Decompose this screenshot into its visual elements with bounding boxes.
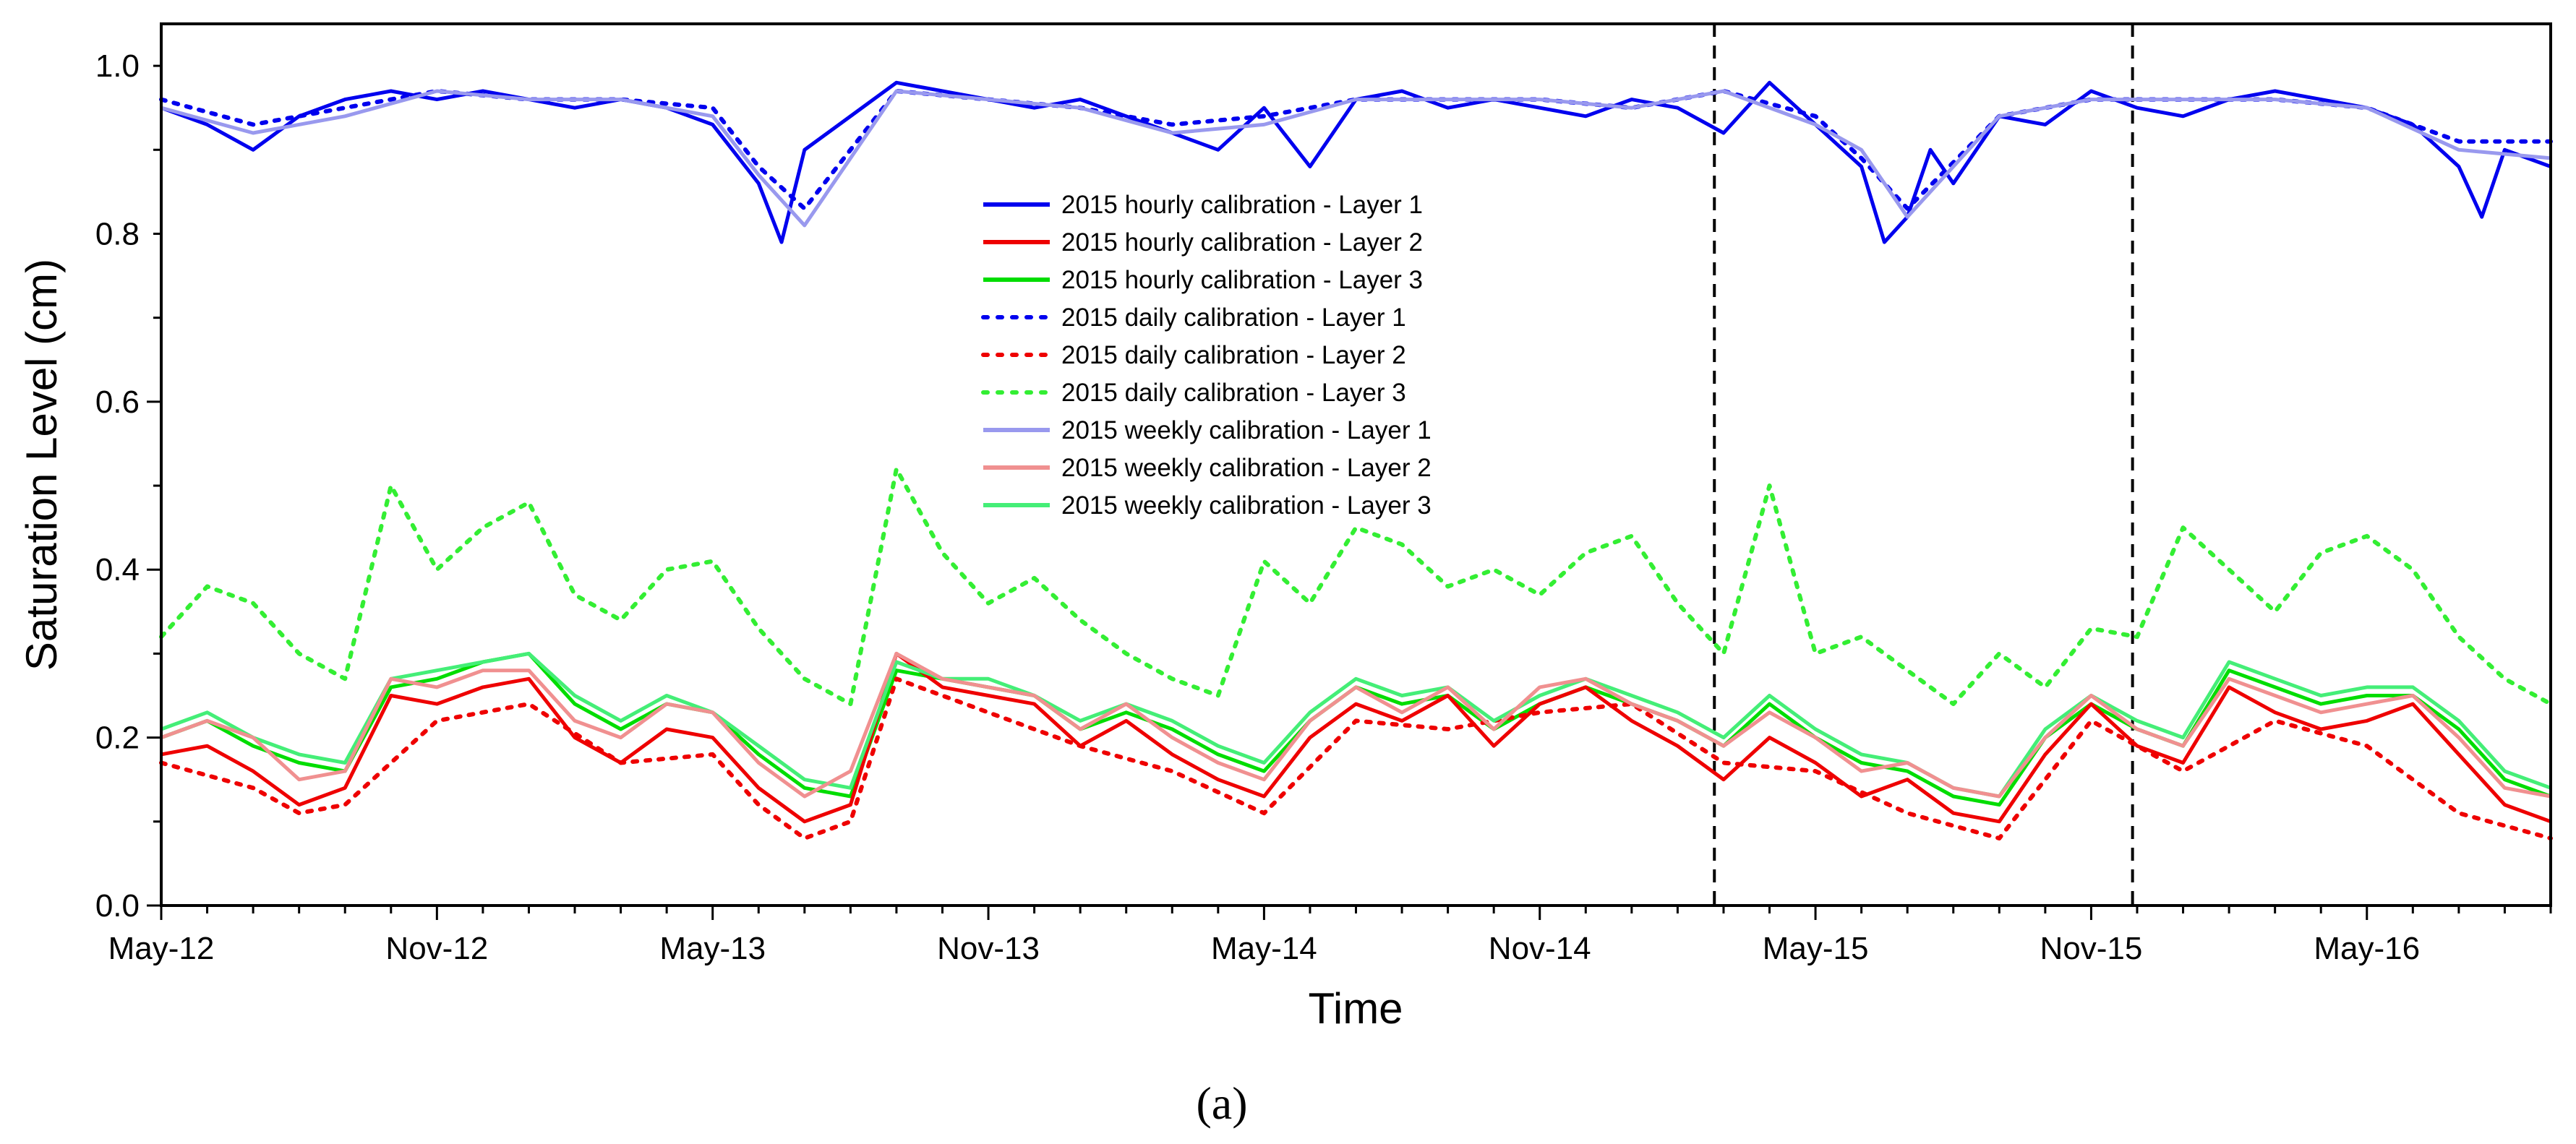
series-line-8: [161, 651, 2551, 799]
series-line-7: [161, 89, 2551, 228]
legend-label-3: 2015 hourly calibration - Layer 3: [1061, 266, 1423, 294]
x-axis-title: Time: [1308, 984, 1403, 1033]
figure-caption: (a): [1196, 1078, 1247, 1129]
legend-label-6: 2015 daily calibration - Layer 3: [1061, 379, 1406, 407]
legend-label-4: 2015 daily calibration - Layer 1: [1061, 304, 1406, 332]
x-tick-label: May-14: [1211, 931, 1317, 966]
legend-label-8: 2015 weekly calibration - Layer 2: [1061, 454, 1432, 482]
series-line-1: [161, 80, 2551, 244]
legend-label-5: 2015 daily calibration - Layer 2: [1061, 341, 1406, 369]
series-line-9: [161, 651, 2551, 799]
x-tick-label: Nov-12: [385, 931, 488, 966]
x-tick-label: May-12: [108, 931, 215, 966]
x-axis-ticks: May-12 Nov-12 May-13 Nov-13 May-14 Nov-14 May-…: [108, 906, 2552, 966]
x-tick-label: May-15: [1763, 931, 1869, 966]
series-group: [159, 80, 2553, 840]
plot-area: [161, 24, 2551, 906]
x-tick-label: Nov-13: [937, 931, 1040, 966]
x-tick-label: Nov-14: [1489, 931, 1591, 966]
series-line-6: [159, 466, 2553, 707]
legend-label-2: 2015 hourly calibration - Layer 2: [1061, 228, 1423, 257]
y-axis-title: Saturation Level (cm): [17, 259, 66, 671]
y-tick-label: 0.8: [95, 216, 140, 251]
series-line-5: [159, 676, 2553, 840]
legend: 2015 hourly calibration - Layer 1 2015 ho…: [981, 191, 1432, 520]
x-tick-label: May-13: [659, 931, 766, 966]
y-tick-label: 0.4: [95, 552, 140, 588]
y-axis-ticks: 0.0 0.2 0.4 0.6 0.8 1.0: [95, 48, 161, 924]
vertical-dashed-lines: [1713, 24, 2134, 906]
y-tick-label: 0.2: [95, 721, 140, 756]
x-tick-label: Nov-15: [2040, 931, 2143, 966]
legend-label-9: 2015 weekly calibration - Layer 3: [1061, 491, 1432, 520]
y-tick-label: 0.6: [95, 384, 140, 420]
series-line-2: [161, 651, 2551, 824]
legend-label-7: 2015 weekly calibration - Layer 1: [1061, 416, 1432, 444]
y-tick-label: 0.0: [95, 888, 140, 924]
legend-label-1: 2015 hourly calibration - Layer 1: [1061, 191, 1423, 219]
y-tick-label: 1.0: [95, 48, 140, 84]
x-tick-label: May-16: [2314, 931, 2420, 966]
